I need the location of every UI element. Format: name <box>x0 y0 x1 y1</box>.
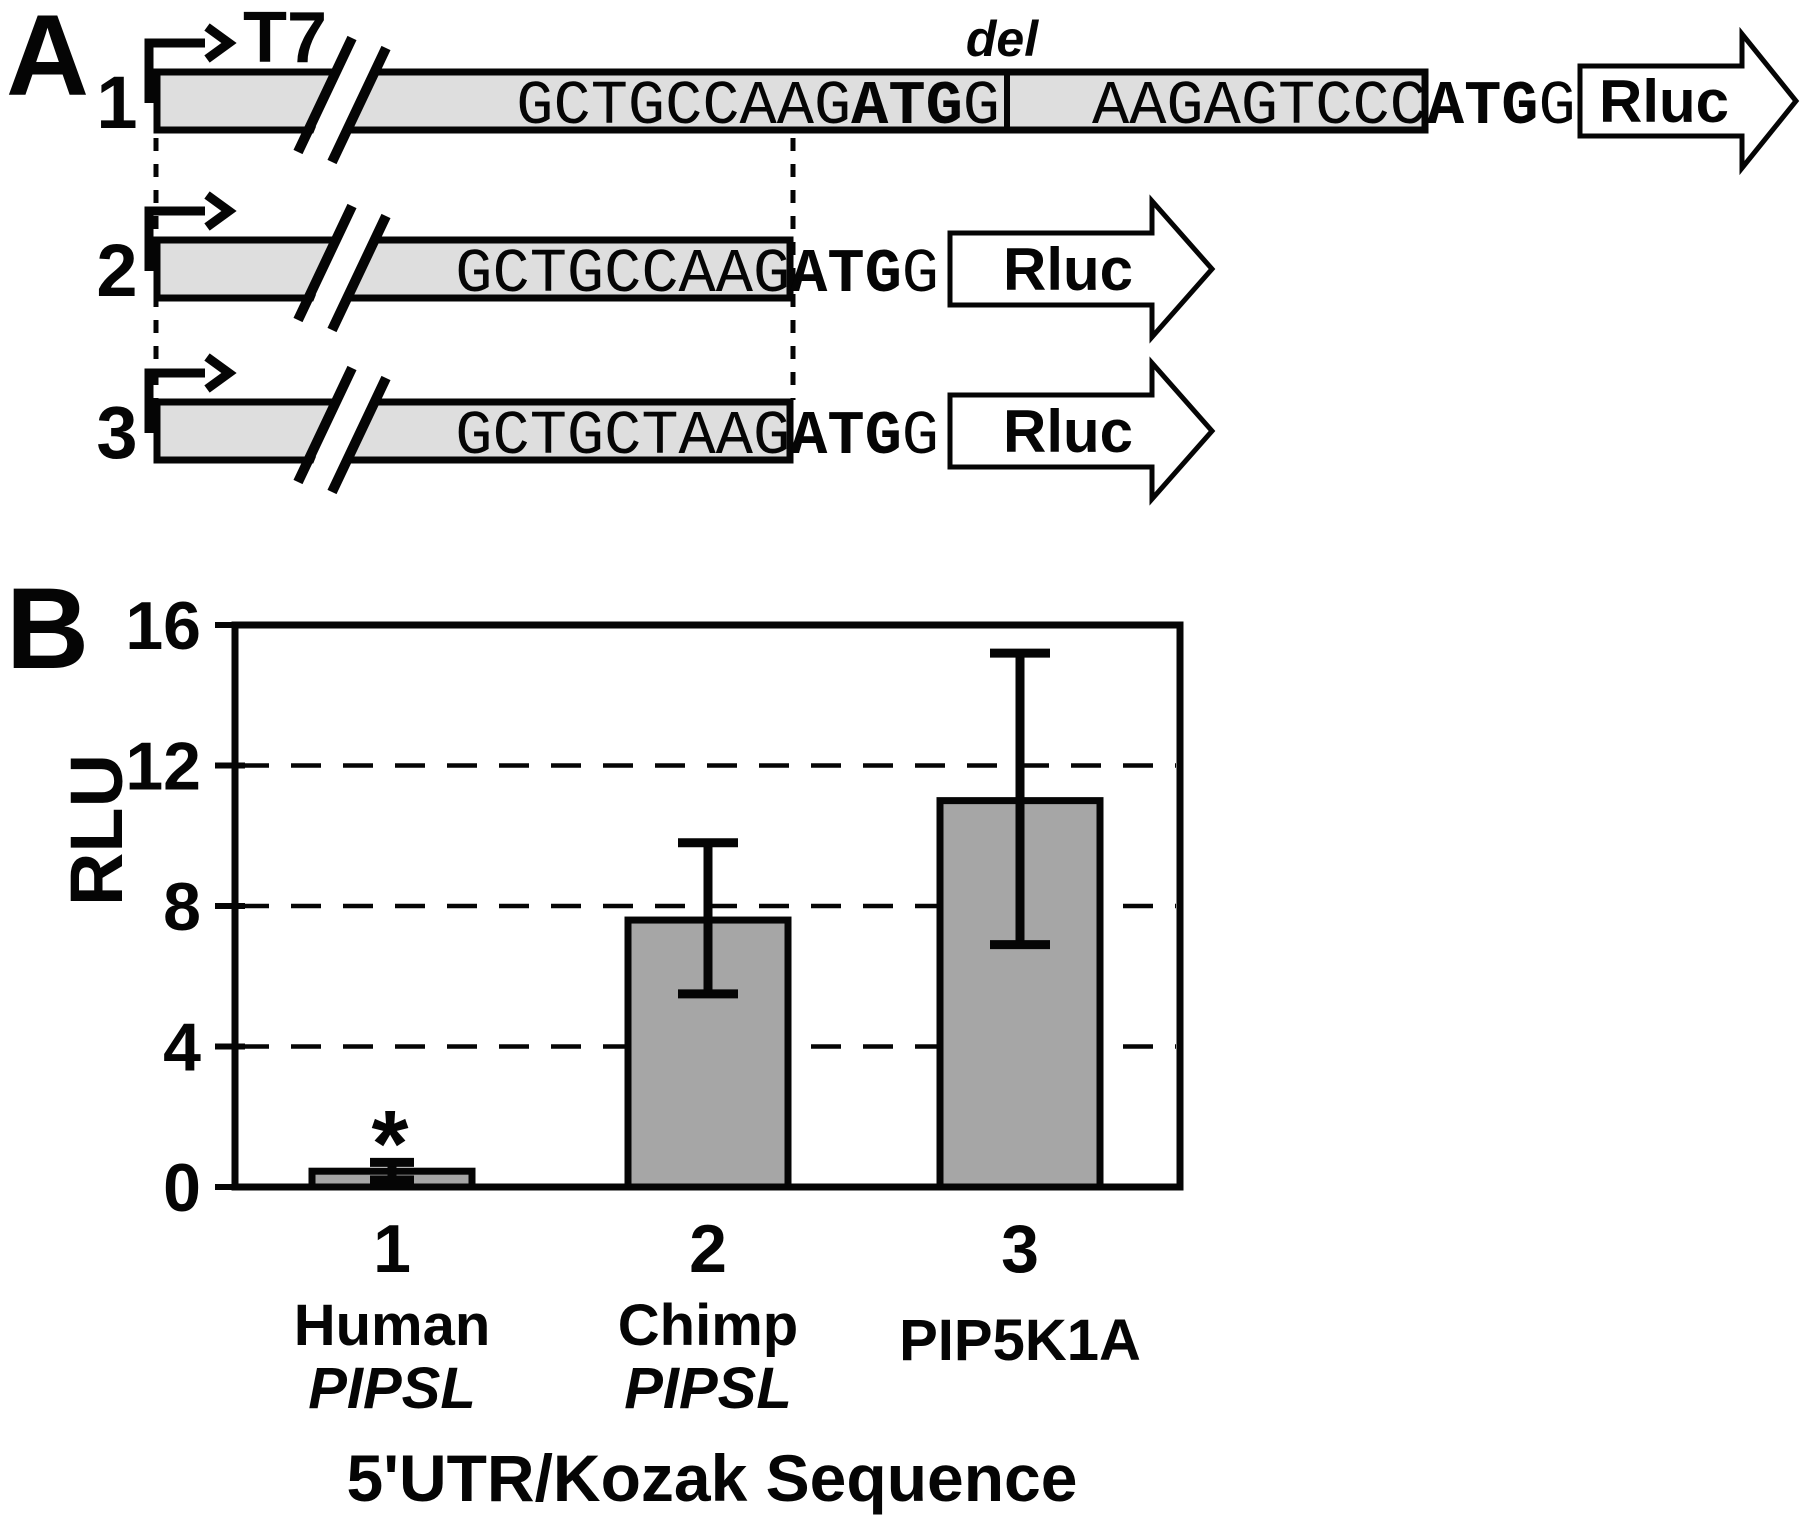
construct-2-bar <box>153 236 794 302</box>
construct-3-after-codon: G <box>902 401 939 472</box>
category-sublabel-2: PIPSL <box>624 1356 792 1421</box>
construct-2-after-codon: G <box>902 239 939 310</box>
panel-a-label: A <box>6 0 89 120</box>
construct-1-t7-promoter-arrow-icon <box>144 23 237 103</box>
y-tick-label-0: 0 <box>163 1150 201 1226</box>
construct-1-number: 1 <box>96 61 137 144</box>
category-sublabel-1: PIPSL <box>308 1356 476 1421</box>
x-tick-label-1: 1 <box>373 1211 411 1287</box>
panel-a: A 1 T7 GCTGCCAAGATGG del AAGAGTCCCATGG R… <box>6 0 1800 506</box>
construct-1-row: 1 T7 GCTGCCAAGATGG del AAGAGTCCCATGG Rlu… <box>96 0 1800 176</box>
chart-y-axis: 0 4 8 12 16 <box>125 588 245 1226</box>
construct-1-downstream-start-codon: ATG <box>1427 71 1539 142</box>
x-tick-label-2: 2 <box>689 1211 727 1287</box>
construct-2-start-codon: ATG <box>790 239 902 310</box>
y-tick-label-8: 8 <box>163 869 201 945</box>
construct-1-after-codon: G <box>963 71 1000 142</box>
construct-2-rluc-label: Rluc <box>1003 236 1133 303</box>
construct-3-bar <box>153 398 794 464</box>
construct-1-downstream-after-codon: G <box>1538 71 1575 142</box>
construct-1-start-codon: ATG <box>851 71 963 142</box>
construct-2-break-icon <box>293 203 391 333</box>
construct-2-utr-seq: GCTGCCAAG <box>455 239 790 310</box>
construct-2-row: 2 GCTGCCAAGATGG Rluc <box>96 191 1216 344</box>
del-label: del <box>966 11 1039 67</box>
y-tick-label-4: 4 <box>163 1010 201 1086</box>
chart-annotations: * <box>372 1091 409 1197</box>
construct-1-rluc-arrow-icon: Rluc <box>1577 26 1800 176</box>
y-tick-label-12: 12 <box>125 729 201 805</box>
construct-3-rluc-arrow-icon: Rluc <box>947 356 1216 506</box>
category-label-3: PIP5K1A <box>899 1308 1141 1373</box>
category-label-1: Human <box>294 1293 491 1358</box>
construct-3-row: 3 GCTGCTAAGATGG Rluc <box>96 353 1216 506</box>
construct-1-rluc-label: Rluc <box>1599 68 1729 135</box>
construct-2-number: 2 <box>96 229 137 312</box>
y-axis-title: RLU <box>55 754 138 906</box>
chart-bars <box>308 797 1104 1191</box>
construct-3-break-icon <box>293 365 391 495</box>
construct-3-start-codon: ATG <box>790 401 902 472</box>
y-tick-label-16: 16 <box>125 588 201 664</box>
x-axis-title: 5'UTR/Kozak Sequence <box>347 1441 1078 1515</box>
panel-b-label: B <box>6 565 89 693</box>
t7-label: T7 <box>243 0 327 78</box>
construct-3-utr-seq: GCTGCTAAG <box>455 401 790 472</box>
construct-3-t7-promoter-arrow-icon <box>144 353 237 433</box>
construct-1-break-icon <box>293 35 391 165</box>
construct-2-sequence: GCTGCCAAGATGG <box>455 239 939 310</box>
construct-1-downstream-seq: AAGAGTCCC <box>1092 71 1427 142</box>
construct-1-sequence: GCTGCCAAGATGG <box>516 71 1000 142</box>
construct-1-downstream-sequence: AAGAGTCCCATGG <box>1092 71 1576 142</box>
significance-asterisk: * <box>372 1091 409 1197</box>
construct-3-sequence: GCTGCTAAGATGG <box>455 401 939 472</box>
construct-3-rluc-label: Rluc <box>1003 398 1133 465</box>
construct-3-number: 3 <box>96 391 137 474</box>
construct-2-rluc-arrow-icon: Rluc <box>947 194 1216 344</box>
construct-2-t7-promoter-arrow-icon <box>144 191 237 271</box>
x-tick-label-3: 3 <box>1001 1211 1039 1287</box>
chart-error-bars <box>370 648 1050 1185</box>
bar-category-2 <box>624 916 792 1191</box>
construct-1-utr-seq: GCTGCCAAG <box>516 71 851 142</box>
category-label-2: Chimp <box>618 1293 798 1358</box>
